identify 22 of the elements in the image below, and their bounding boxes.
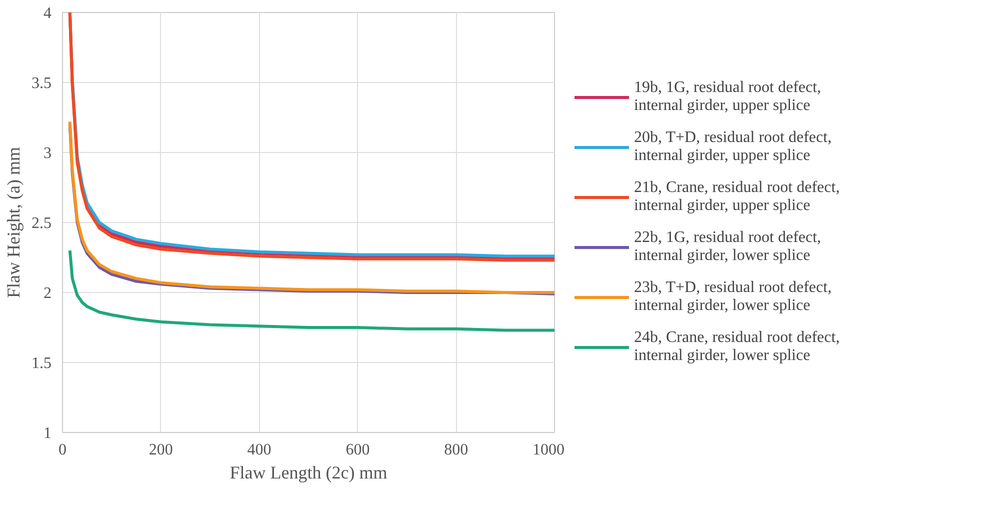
legend-label: 19b, 1G, residual root defect, internal girder, upper splice (634, 79, 822, 115)
legend-label: 22b, 1G, residual root defect, internal girder, lower splice (634, 229, 822, 265)
line-series (68, 249, 554, 332)
y-tick-label: 2.5 (32, 215, 52, 232)
legend-label: 20b, T+D, residual root defect, internal girder, upper splice (634, 129, 832, 165)
y-tick-label: 1 (44, 425, 52, 442)
legend-label: 23b, T+D, residual root defect, internal girder, lower splice (634, 279, 832, 315)
y-tick-label: 1.5 (32, 355, 52, 372)
x-tick-label: 600 (346, 442, 370, 458)
x-axis-title: Flaw Length (2c) mm (230, 462, 388, 482)
y-tick-label: 4 (44, 5, 52, 22)
x-tick-label: 0 (58, 442, 66, 458)
y-tick-label: 2 (44, 285, 52, 302)
y-tick-label: 3 (44, 145, 52, 162)
x-tick-label: 800 (444, 442, 468, 458)
y-axis-title: Flaw Height, (a) mm (4, 147, 24, 298)
legend-label: 21b, Crane, residual root defect, internal girder, upper splice (634, 179, 840, 215)
x-tick-label: 1000 (532, 442, 564, 458)
x-tick-label: 200 (148, 442, 173, 458)
x-tick-label: 400 (247, 442, 272, 458)
legend-label: 24b, Crane, residual root defect, internal girder, lower splice (634, 329, 840, 365)
y-tick-label: 3.5 (32, 75, 52, 92)
